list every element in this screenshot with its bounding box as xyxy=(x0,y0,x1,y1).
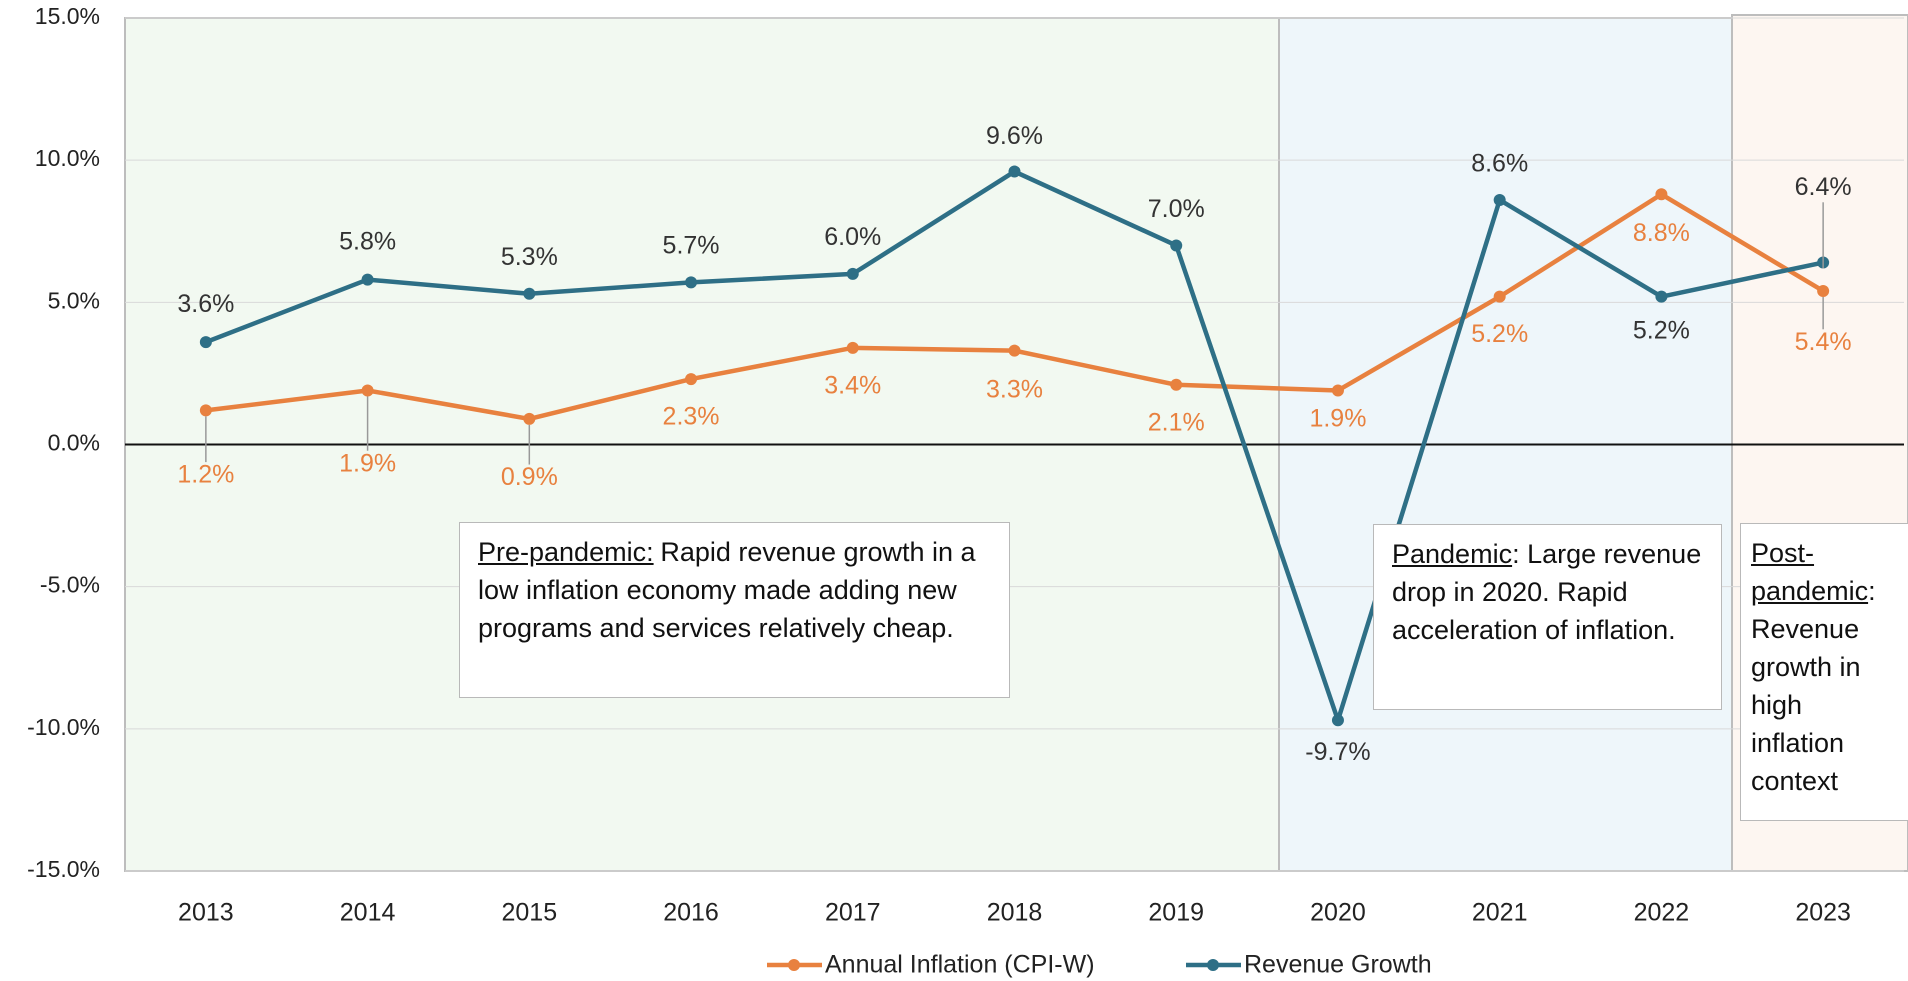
point xyxy=(1655,188,1668,201)
annotation-text: : Revenue growth in high inflation conte… xyxy=(1751,576,1876,796)
y-tick-label: -10.0% xyxy=(27,714,100,740)
data-label: 0.9% xyxy=(501,463,558,491)
point xyxy=(523,287,536,300)
data-label: 1.9% xyxy=(1309,404,1366,432)
point xyxy=(1170,378,1183,391)
data-label: 1.2% xyxy=(177,461,234,489)
y-tick-label: -15.0% xyxy=(27,856,100,882)
data-label: 3.3% xyxy=(986,375,1043,403)
point xyxy=(1817,284,1830,297)
annotation-box: Post-pandemic: Revenue growth in high in… xyxy=(1740,523,1908,821)
legend-marker xyxy=(788,959,800,971)
data-label: 6.4% xyxy=(1795,173,1852,201)
x-tick-label: 2014 xyxy=(340,899,396,927)
data-label: 2.1% xyxy=(1148,408,1205,436)
data-label: 3.4% xyxy=(824,371,881,399)
x-tick-label: 2013 xyxy=(178,899,234,927)
data-label: 5.8% xyxy=(339,228,396,256)
point xyxy=(1493,193,1506,206)
x-tick-label: 2022 xyxy=(1634,899,1690,927)
point xyxy=(1170,239,1183,252)
point xyxy=(685,373,698,386)
x-tick-label: 2017 xyxy=(825,899,881,927)
data-label: 5.3% xyxy=(501,243,558,271)
data-label: 5.4% xyxy=(1795,328,1852,356)
y-tick-label: 15.0% xyxy=(35,3,100,29)
point xyxy=(199,404,212,417)
point xyxy=(199,336,212,349)
data-label: 8.8% xyxy=(1633,219,1690,247)
x-tick-label: 2018 xyxy=(987,899,1043,927)
point xyxy=(846,341,859,354)
data-label: 5.2% xyxy=(1471,320,1528,348)
annotation-heading: Post-pandemic xyxy=(1751,538,1869,606)
y-tick-label: 10.0% xyxy=(35,145,100,171)
x-tick-label: 2019 xyxy=(1148,899,1204,927)
annotation-text: Rapid revenue growth in a low inflation … xyxy=(478,537,976,643)
point xyxy=(1331,384,1344,397)
data-label: -9.7% xyxy=(1305,738,1370,766)
legend-label: Annual Inflation (CPI-W) xyxy=(825,951,1095,979)
point xyxy=(1331,714,1344,727)
data-label: 5.2% xyxy=(1633,317,1690,345)
annotation-heading: Pandemic xyxy=(1392,539,1513,569)
point xyxy=(1493,290,1506,303)
point xyxy=(1655,290,1668,303)
data-label: 3.6% xyxy=(177,290,234,318)
data-label: 1.9% xyxy=(339,449,396,477)
legend-marker xyxy=(1207,959,1219,971)
x-tick-label: 2020 xyxy=(1310,899,1366,927)
point xyxy=(685,276,698,289)
x-tick-label: 2016 xyxy=(663,899,719,927)
x-tick-label: 2023 xyxy=(1795,899,1851,927)
point xyxy=(1008,344,1021,357)
data-label: 9.6% xyxy=(986,122,1043,150)
annotation-box: Pre-pandemic: Rapid revenue growth in a l… xyxy=(459,522,1010,698)
annotation-text: : Large revenue drop in 2020. Rapid acce… xyxy=(1392,539,1702,645)
point xyxy=(523,412,536,425)
x-tick-label: 2021 xyxy=(1472,899,1528,927)
annotation-heading: Pre-pandemic: xyxy=(478,537,654,567)
y-tick-label: -5.0% xyxy=(40,572,100,598)
data-label: 7.0% xyxy=(1148,195,1205,223)
data-label: 2.3% xyxy=(663,403,720,431)
annotation-box: Pandemic: Large revenue drop in 2020. Ra… xyxy=(1373,524,1722,710)
legend-label: Revenue Growth xyxy=(1244,951,1432,979)
data-label: 8.6% xyxy=(1471,149,1528,177)
y-tick-label: 0.0% xyxy=(48,430,100,456)
data-label: 5.7% xyxy=(663,232,720,260)
x-tick-label: 2015 xyxy=(502,899,558,927)
point xyxy=(1008,165,1021,178)
point xyxy=(846,267,859,280)
y-tick-label: 5.0% xyxy=(48,287,100,313)
point xyxy=(361,384,374,397)
point xyxy=(361,273,374,286)
data-label: 6.0% xyxy=(824,223,881,251)
